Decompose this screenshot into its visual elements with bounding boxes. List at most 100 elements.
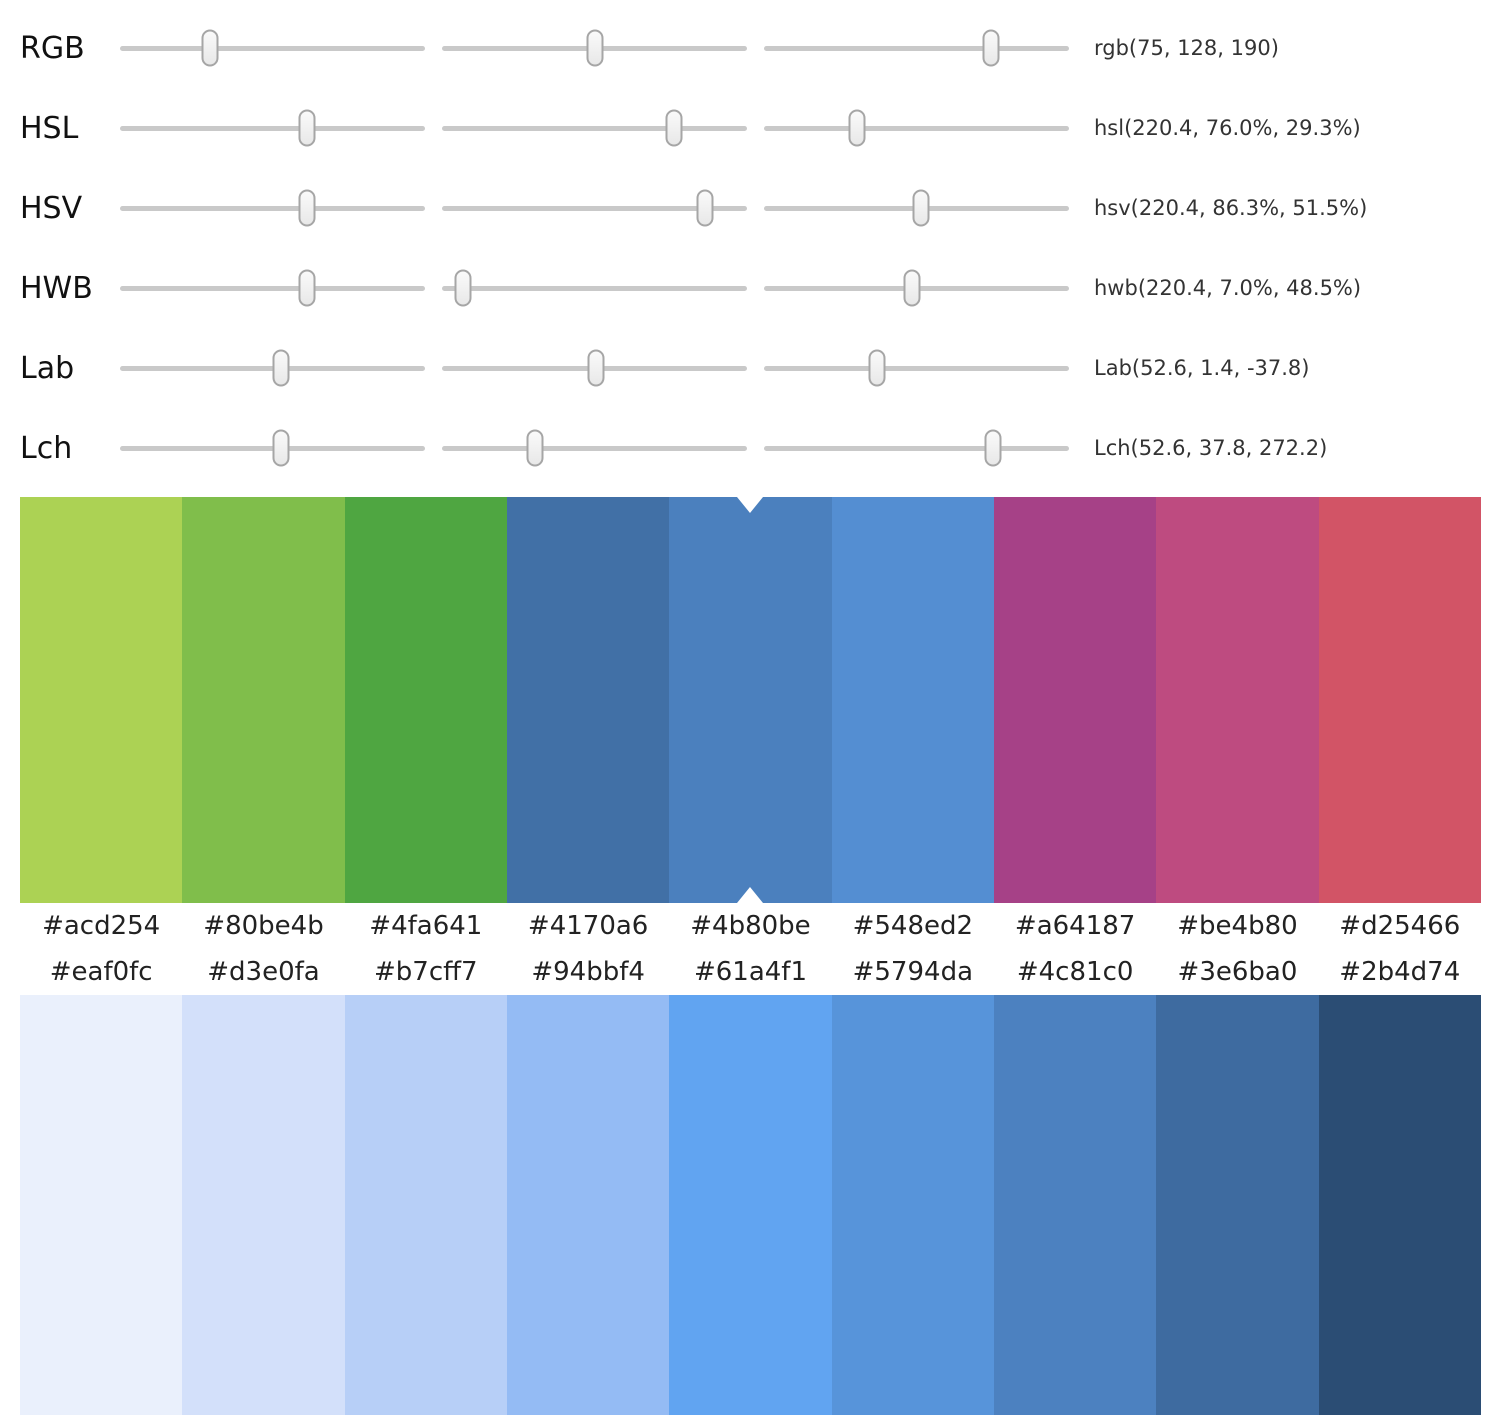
slider-track[interactable]: [442, 429, 747, 467]
slider-track[interactable]: [442, 349, 747, 387]
swatch-hex-label: #d3e0fa: [207, 957, 320, 987]
slider-row-lab: Lab Lab(52.6, 1.4, -37.8): [0, 328, 1501, 408]
slider-label: HSV: [20, 190, 83, 226]
slider-handle[interactable]: [696, 189, 714, 227]
slider-track[interactable]: [764, 189, 1069, 227]
slider-track[interactable]: [764, 429, 1069, 467]
swatch[interactable]: [182, 497, 345, 903]
slider-section: RGB rgb(75, 128, 190) HSL hsl(220.4, 76.0%,…: [0, 0, 1501, 488]
slider-value: rgb(75, 128, 190): [1094, 36, 1279, 60]
swatch[interactable]: [1156, 497, 1319, 903]
swatch[interactable]: [344, 995, 507, 1415]
slider-value: hsv(220.4, 86.3%, 51.5%): [1094, 196, 1368, 220]
slider-handle[interactable]: [912, 189, 930, 227]
swatch-hex-label: #be4b80: [1177, 911, 1298, 941]
swatch[interactable]: [831, 497, 994, 903]
swatch[interactable]: [993, 497, 1157, 903]
slider-handle[interactable]: [298, 269, 316, 307]
slider-handle[interactable]: [526, 429, 544, 467]
slider-label: HSL: [20, 110, 79, 146]
slider-handle[interactable]: [903, 269, 921, 307]
slider-row-rgb: RGB rgb(75, 128, 190): [0, 8, 1501, 88]
slider-track[interactable]: [442, 189, 747, 227]
slider-handle[interactable]: [272, 429, 290, 467]
swatch-hex-label: #548ed2: [852, 911, 974, 941]
shade-palette-labels: #eaf0fc #d3e0fa #b7cff7 #94bbf4 #61a4f1 #5794…: [20, 949, 1481, 995]
slider-label: Lab: [20, 350, 75, 386]
slider-handle[interactable]: [848, 109, 866, 147]
slider-value: hsl(220.4, 76.0%, 29.3%): [1094, 116, 1361, 140]
swatch-hex-label: #b7cff7: [374, 957, 478, 987]
slider-label: Lch: [20, 430, 73, 466]
slider-track[interactable]: [442, 29, 747, 67]
slider-label: HWB: [20, 270, 93, 306]
slider-row-hsl: HSL hsl(220.4, 76.0%, 29.3%): [0, 88, 1501, 168]
slider-row-hsv: HSV hsv(220.4, 86.3%, 51.5%): [0, 168, 1501, 248]
slider-track[interactable]: [442, 109, 747, 147]
swatch-hex-label: #acd254: [42, 911, 161, 941]
slider-track[interactable]: [120, 349, 425, 387]
slider-handle[interactable]: [984, 429, 1002, 467]
hue-palette-block: #acd254 #80be4b #4fa641 #4170a6 #4b80be #548e…: [20, 497, 1481, 949]
slider-track[interactable]: [442, 269, 747, 307]
swatch-hex-label: #4b80be: [690, 911, 811, 941]
swatch-hex-label: #3e6ba0: [1177, 957, 1298, 987]
swatch[interactable]: [831, 995, 994, 1415]
hue-palette: [20, 497, 1481, 903]
slider-label: RGB: [20, 30, 85, 66]
slider-track[interactable]: [120, 429, 425, 467]
swatch-hex-label: #4fa641: [369, 911, 483, 941]
swatch-hex-label: #80be4b: [203, 911, 324, 941]
slider-track[interactable]: [120, 109, 425, 147]
swatch[interactable]: [669, 497, 832, 903]
swatch-hex-label: #eaf0fc: [49, 957, 153, 987]
slider-handle[interactable]: [982, 29, 1000, 67]
slider-row-hwb: HWB hwb(220.4, 7.0%, 48.5%): [0, 248, 1501, 328]
slider-value: hwb(220.4, 7.0%, 48.5%): [1094, 276, 1362, 300]
swatch[interactable]: [344, 497, 507, 903]
swatch[interactable]: [20, 497, 183, 903]
swatch-hex-label: #a64187: [1014, 911, 1136, 941]
slider-handle[interactable]: [587, 349, 605, 387]
swatch[interactable]: [1318, 497, 1481, 903]
slider-track[interactable]: [764, 269, 1069, 307]
slider-handle[interactable]: [272, 349, 290, 387]
slider-track[interactable]: [764, 349, 1069, 387]
swatch-hex-label: #4170a6: [527, 911, 649, 941]
swatch-hex-label: #61a4f1: [693, 957, 807, 987]
swatch[interactable]: [1318, 995, 1481, 1415]
swatch-hex-label: #4c81c0: [1016, 957, 1134, 987]
slider-value: Lab(52.6, 1.4, -37.8): [1094, 356, 1310, 380]
slider-value: Lch(52.6, 37.8, 272.2): [1094, 436, 1328, 460]
swatch[interactable]: [1156, 995, 1319, 1415]
selected-swatch-notch-top: [737, 497, 764, 513]
swatch-hex-label: #2b4d74: [1339, 957, 1461, 987]
swatch[interactable]: [506, 995, 670, 1415]
slider-handle[interactable]: [201, 29, 219, 67]
shade-palette: [20, 995, 1481, 1415]
swatch[interactable]: [20, 995, 183, 1415]
swatch[interactable]: [506, 497, 670, 903]
slider-row-lch: Lch Lch(52.6, 37.8, 272.2): [0, 408, 1501, 488]
slider-track[interactable]: [120, 269, 425, 307]
slider-track[interactable]: [764, 29, 1069, 67]
swatch[interactable]: [669, 995, 832, 1415]
swatch-hex-label: #94bbf4: [531, 957, 645, 987]
slider-handle[interactable]: [586, 29, 604, 67]
swatch[interactable]: [182, 995, 345, 1415]
selected-swatch-notch-bottom: [737, 887, 764, 903]
slider-handle[interactable]: [454, 269, 472, 307]
slider-track[interactable]: [120, 189, 425, 227]
swatch-hex-label: #5794da: [852, 957, 973, 987]
slider-track[interactable]: [764, 109, 1069, 147]
shade-palette-block: #eaf0fc #d3e0fa #b7cff7 #94bbf4 #61a4f1 #5794…: [20, 949, 1481, 1415]
swatch[interactable]: [993, 995, 1157, 1415]
slider-handle[interactable]: [298, 109, 316, 147]
swatch-hex-label: #d25466: [1339, 911, 1461, 941]
slider-handle[interactable]: [665, 109, 683, 147]
slider-handle[interactable]: [298, 189, 316, 227]
slider-handle[interactable]: [868, 349, 886, 387]
slider-track[interactable]: [120, 29, 425, 67]
hue-palette-labels: #acd254 #80be4b #4fa641 #4170a6 #4b80be #548e…: [20, 903, 1481, 949]
